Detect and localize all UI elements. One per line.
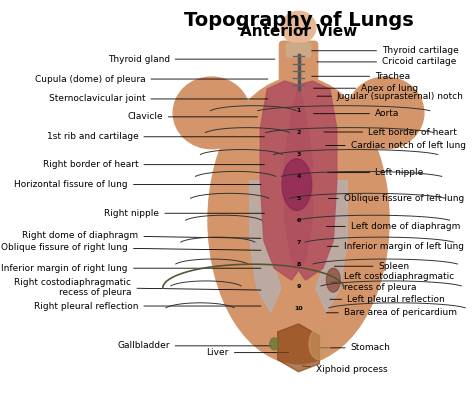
Text: Horizontal fissure of lung: Horizontal fissure of lung <box>14 180 261 189</box>
Text: Stomach: Stomach <box>320 343 391 352</box>
Ellipse shape <box>309 328 330 360</box>
Ellipse shape <box>208 77 389 364</box>
FancyBboxPatch shape <box>286 43 311 57</box>
Ellipse shape <box>173 77 250 149</box>
Text: Cardiac notch of left lung: Cardiac notch of left lung <box>326 141 466 150</box>
Text: Sternoclavicular joint: Sternoclavicular joint <box>49 95 268 103</box>
Ellipse shape <box>347 77 424 149</box>
Text: Apex of lung: Apex of lung <box>313 84 419 93</box>
Text: Oblique fissure of right lung: Oblique fissure of right lung <box>1 243 261 252</box>
Text: Right costodiaphragmatic
recess of pleura: Right costodiaphragmatic recess of pleur… <box>14 277 261 297</box>
Text: Thyroid gland: Thyroid gland <box>108 55 275 64</box>
Text: Trachea: Trachea <box>312 72 410 81</box>
Text: Left pleural reflection: Left pleural reflection <box>330 295 445 304</box>
Polygon shape <box>250 180 281 312</box>
Text: Thyroid cartilage: Thyroid cartilage <box>308 46 459 55</box>
Text: 6: 6 <box>296 218 301 223</box>
Text: Left nipple: Left nipple <box>328 168 423 177</box>
Text: 8: 8 <box>296 262 301 267</box>
Polygon shape <box>278 324 319 372</box>
Text: Clavicle: Clavicle <box>127 112 257 122</box>
Text: 7: 7 <box>296 240 301 245</box>
Ellipse shape <box>327 268 340 292</box>
Text: Right pleural reflection: Right pleural reflection <box>34 302 261 310</box>
Text: Left costodiaphragmatic
recess of pleura: Left costodiaphragmatic recess of pleura <box>331 272 454 292</box>
Text: 1st rib and cartilage: 1st rib and cartilage <box>46 132 264 141</box>
Text: Left dome of diaphragm: Left dome of diaphragm <box>327 222 460 231</box>
Text: 3: 3 <box>296 152 301 157</box>
Text: Left border of heart: Left border of heart <box>324 128 457 136</box>
Text: 10: 10 <box>294 306 303 310</box>
Text: Xiphoid process: Xiphoid process <box>302 365 388 374</box>
Text: Cupula (dome) of pleura: Cupula (dome) of pleura <box>35 75 268 83</box>
Text: Spleen: Spleen <box>334 262 410 271</box>
Text: Gallbladder: Gallbladder <box>117 341 272 350</box>
Text: Aorta: Aorta <box>313 109 400 118</box>
Text: 1: 1 <box>296 108 301 113</box>
Polygon shape <box>260 81 312 280</box>
Text: Right border of heart: Right border of heart <box>43 160 264 169</box>
FancyBboxPatch shape <box>279 41 318 85</box>
Text: Liver: Liver <box>207 348 289 357</box>
Text: Anterior View: Anterior View <box>240 24 357 39</box>
Ellipse shape <box>282 159 311 211</box>
Text: Cricoid cartilage: Cricoid cartilage <box>317 57 456 67</box>
Text: Right nipple: Right nipple <box>104 209 264 218</box>
Text: Inferior margin of right lung: Inferior margin of right lung <box>1 264 261 273</box>
Ellipse shape <box>270 338 279 350</box>
Text: 9: 9 <box>296 284 301 289</box>
Text: Bare area of pericardium: Bare area of pericardium <box>327 308 457 317</box>
Polygon shape <box>284 81 337 280</box>
Polygon shape <box>316 180 347 312</box>
Ellipse shape <box>281 11 316 43</box>
Text: 4: 4 <box>296 174 301 179</box>
Text: Topography of Lungs: Topography of Lungs <box>183 11 413 30</box>
Text: Right dome of diaphragm: Right dome of diaphragm <box>22 231 261 240</box>
Text: Oblique fissure of left lung: Oblique fissure of left lung <box>328 194 464 203</box>
Text: 5: 5 <box>296 196 301 201</box>
Text: Inferior margin of left lung: Inferior margin of left lung <box>328 242 464 251</box>
Text: Jugular (suprasternal) notch: Jugular (suprasternal) notch <box>317 92 464 101</box>
Text: 2: 2 <box>296 130 301 135</box>
